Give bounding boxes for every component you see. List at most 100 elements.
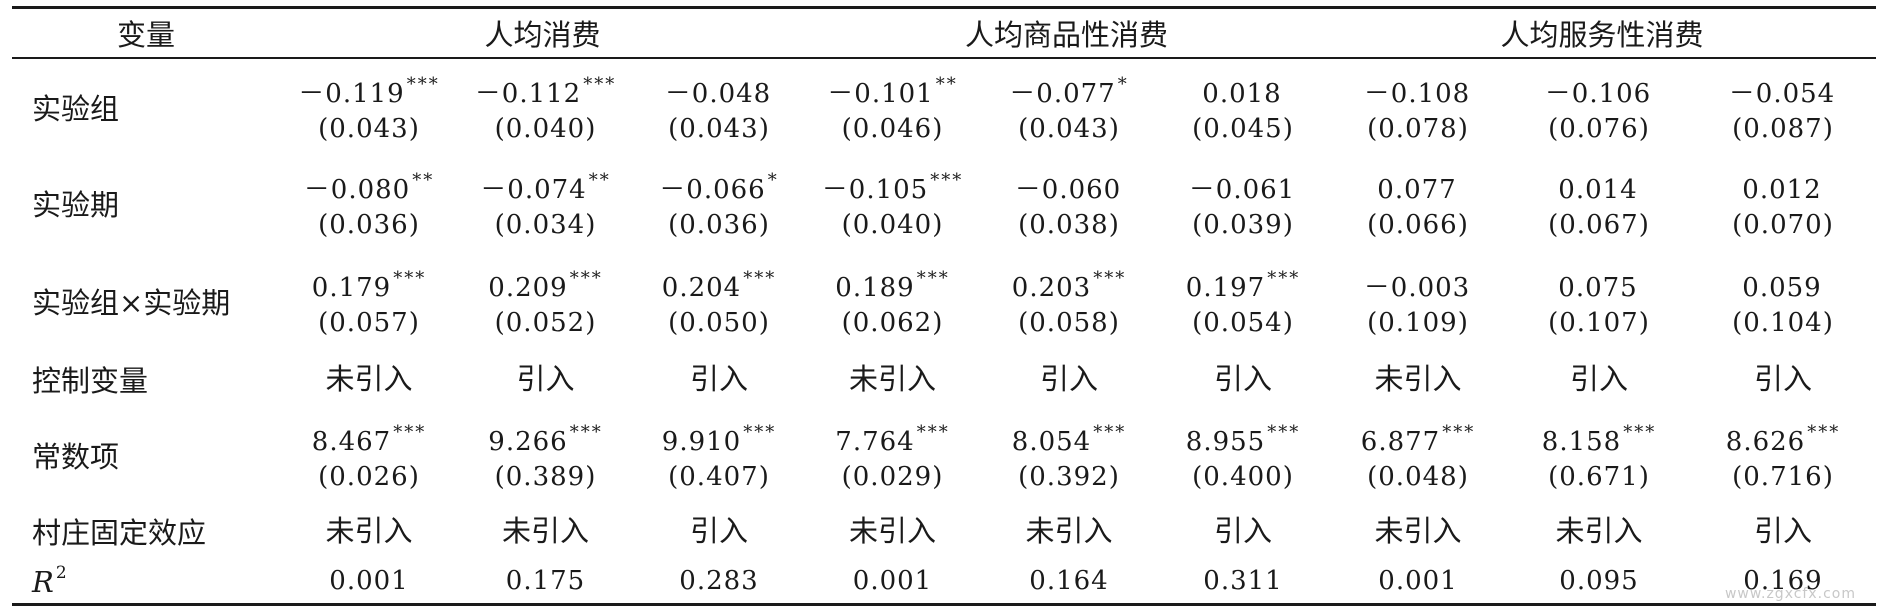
controls-cell: 未引入 xyxy=(325,361,413,396)
std-error: (0.029) xyxy=(841,461,944,492)
coef-cell: 8.955 *** (0.400) xyxy=(1158,407,1328,503)
controls-cell: 引入 xyxy=(1569,361,1628,396)
row-label: 常数项 xyxy=(32,439,120,474)
table-body: 实验组 －0.119 *** (0.043) －0.112 *** (0.040) －0… xyxy=(12,58,1876,606)
regression-table: 变量 人均消费 人均商品性消费 人均服务性消费 实验组 －0.119 *** (0.… xyxy=(12,6,1876,606)
coef-value: 9.910 *** xyxy=(661,421,777,457)
header-group-consumption: 人均消费 xyxy=(280,6,805,59)
std-error: (0.057) xyxy=(318,307,420,338)
coef-cell: －0.105 *** (0.040) xyxy=(805,155,980,251)
coef-value: 0.059 xyxy=(1742,272,1822,303)
coef-cell: －0.066 * (0.036) xyxy=(633,155,805,251)
controls-cell: 引入 xyxy=(1753,361,1812,396)
coef-cell: 9.910 *** (0.407) xyxy=(633,407,805,503)
std-error: (0.716) xyxy=(1732,461,1834,492)
coef-cell: 0.014 (0.067) xyxy=(1508,155,1690,251)
coef-cell: －0.112 *** (0.040) xyxy=(458,58,633,155)
row-label: 实验组×实验期 xyxy=(32,285,231,320)
coef-value: －0.077 * xyxy=(1009,73,1129,109)
std-error: (0.039) xyxy=(1192,209,1294,240)
coef-cell: 0.197 *** (0.054) xyxy=(1158,251,1328,351)
coef-value: －0.108 xyxy=(1363,78,1471,109)
std-error: (0.076) xyxy=(1548,113,1650,144)
village-fe-cell: 未引入 xyxy=(1374,513,1462,548)
std-error: (0.392) xyxy=(1018,461,1120,492)
coef-cell: 0.189 *** (0.062) xyxy=(805,251,980,351)
std-error: (0.407) xyxy=(668,461,770,492)
village-fe-cell: 未引入 xyxy=(501,513,589,548)
coef-value: －0.003 xyxy=(1363,272,1471,303)
std-error: (0.067) xyxy=(1548,209,1650,240)
header-group-services: 人均服务性消费 xyxy=(1328,6,1876,59)
coef-value: 8.158 *** xyxy=(1541,421,1657,457)
coef-cell: 8.626 *** (0.716) xyxy=(1690,407,1876,503)
std-error: (0.040) xyxy=(841,209,944,240)
coef-cell: －0.119 *** (0.043) xyxy=(280,58,458,155)
coef-value: －0.060 xyxy=(1014,174,1122,205)
coef-value: －0.048 xyxy=(664,78,772,109)
coef-value: 0.197 *** xyxy=(1185,267,1301,303)
std-error: (0.062) xyxy=(841,307,944,338)
regression-table-container: 变量 人均消费 人均商品性消费 人均服务性消费 实验组 －0.119 *** (0.… xyxy=(12,6,1876,606)
coef-cell: －0.048 (0.043) xyxy=(633,58,805,155)
coef-value: 7.764 *** xyxy=(835,421,950,457)
coef-cell: －0.080 ** (0.036) xyxy=(280,155,458,251)
header-variable: 变量 xyxy=(12,6,280,59)
std-error: (0.050) xyxy=(668,307,770,338)
coef-cell: －0.108 (0.078) xyxy=(1328,58,1508,155)
r-squared-cell: 0.095 xyxy=(1508,558,1690,606)
row-treatment: 实验组 －0.119 *** (0.043) －0.112 *** (0.040) －0… xyxy=(12,58,1876,155)
coef-cell: 0.018 (0.045) xyxy=(1158,58,1328,155)
r-squared-cell: 0.001 xyxy=(280,558,458,606)
coef-value: －0.106 xyxy=(1544,78,1652,109)
r-squared-cell: 0.283 xyxy=(633,558,805,606)
r-squared-cell: 0.001 xyxy=(805,558,980,606)
village-fe-cell: 引入 xyxy=(689,513,748,548)
coef-value: －0.066 * xyxy=(659,169,779,205)
coef-cell: －0.077 * (0.043) xyxy=(980,58,1158,155)
coef-cell: －0.054 (0.087) xyxy=(1690,58,1876,155)
std-error: (0.040) xyxy=(494,113,597,144)
coef-value: 0.018 xyxy=(1202,78,1282,109)
coef-cell: 0.204 *** (0.050) xyxy=(633,251,805,351)
coef-value: 0.204 *** xyxy=(661,267,777,303)
row-village-fe: 村庄固定效应 未引入 未引入 引入 未引入 未引入 引入 未引入 未引入 引入 xyxy=(12,503,1876,559)
coef-cell: 0.203 *** (0.058) xyxy=(980,251,1158,351)
row-label: 实验期 xyxy=(32,187,120,222)
std-error: (0.038) xyxy=(1018,209,1120,240)
row-controls: 控制变量 未引入 引入 引入 未引入 引入 引入 未引入 引入 引入 xyxy=(12,351,1876,407)
coef-value: －0.119 *** xyxy=(298,73,440,109)
coef-cell: 0.012 (0.070) xyxy=(1690,155,1876,251)
village-fe-cell: 未引入 xyxy=(1025,513,1113,548)
coef-cell: －0.101 ** (0.046) xyxy=(805,58,980,155)
std-error: (0.034) xyxy=(494,209,597,240)
coef-cell: 0.179 *** (0.057) xyxy=(280,251,458,351)
controls-cell: 引入 xyxy=(689,361,748,396)
r-squared-cell: 0.175 xyxy=(458,558,633,606)
controls-cell: 未引入 xyxy=(1374,361,1462,396)
coef-value: 0.012 xyxy=(1742,174,1822,205)
std-error: (0.036) xyxy=(668,209,770,240)
coef-cell: －0.061 (0.039) xyxy=(1158,155,1328,251)
village-fe-cell: 未引入 xyxy=(848,513,936,548)
std-error: (0.045) xyxy=(1192,113,1294,144)
std-error: (0.109) xyxy=(1367,307,1469,338)
row-constant: 常数项 8.467 *** (0.026) 9.266 *** (0.389) 9.91… xyxy=(12,407,1876,503)
std-error: (0.043) xyxy=(318,113,420,144)
row-label: 实验组 xyxy=(32,91,120,126)
watermark-text: www.zgxcfx.com xyxy=(1724,586,1856,602)
coef-value: 9.266 *** xyxy=(488,421,603,457)
coef-value: －0.101 ** xyxy=(827,73,958,109)
controls-cell: 引入 xyxy=(1213,361,1272,396)
village-fe-cell: 引入 xyxy=(1753,513,1812,548)
std-error: (0.070) xyxy=(1732,209,1834,240)
coef-value: －0.105 *** xyxy=(821,169,964,205)
coef-value: 8.467 *** xyxy=(311,421,427,457)
r-squared-cell: 0.164 xyxy=(980,558,1158,606)
coef-value: 0.075 xyxy=(1558,272,1638,303)
std-error: (0.104) xyxy=(1732,307,1834,338)
coef-cell: 8.158 *** (0.671) xyxy=(1508,407,1690,503)
r-squared-cell: 0.311 xyxy=(1158,558,1328,606)
controls-cell: 未引入 xyxy=(848,361,936,396)
